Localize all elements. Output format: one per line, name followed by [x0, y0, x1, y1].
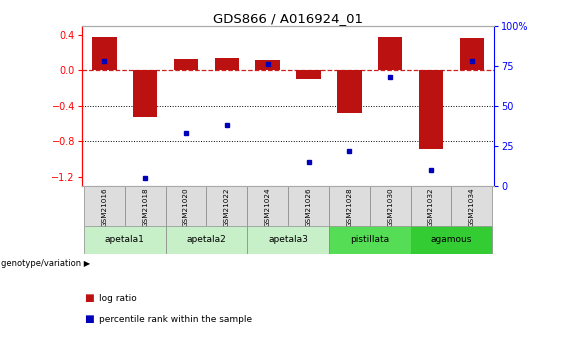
Bar — [133, 70, 158, 117]
Text: apetala1: apetala1 — [105, 235, 145, 244]
Bar — [255, 60, 280, 70]
Text: GSM21030: GSM21030 — [387, 187, 393, 227]
Bar — [84, 226, 166, 254]
Bar — [247, 186, 288, 226]
Text: pistillata: pistillata — [350, 235, 389, 244]
Text: GSM21024: GSM21024 — [265, 187, 271, 227]
Text: apetala2: apetala2 — [186, 235, 227, 244]
Bar — [370, 186, 411, 226]
Bar — [174, 59, 198, 70]
Bar — [460, 38, 484, 70]
Bar — [329, 226, 411, 254]
Bar — [329, 186, 370, 226]
Text: GSM21028: GSM21028 — [346, 187, 353, 227]
Bar — [84, 186, 125, 226]
Bar — [337, 70, 362, 113]
Bar — [296, 70, 321, 79]
Bar — [288, 186, 329, 226]
Bar — [92, 37, 116, 70]
Bar — [247, 226, 329, 254]
Text: GSM21016: GSM21016 — [101, 187, 107, 227]
Text: agamous: agamous — [431, 235, 472, 244]
Bar — [206, 186, 247, 226]
Bar — [451, 186, 492, 226]
Bar — [125, 186, 166, 226]
Text: GSM21020: GSM21020 — [183, 187, 189, 227]
Text: ■: ■ — [84, 314, 93, 324]
Text: GSM21018: GSM21018 — [142, 187, 148, 227]
Text: GSM21022: GSM21022 — [224, 187, 230, 227]
Text: genotype/variation ▶: genotype/variation ▶ — [1, 259, 90, 268]
Bar — [378, 37, 402, 70]
Bar — [411, 186, 451, 226]
Text: GSM21034: GSM21034 — [469, 187, 475, 227]
Text: apetala3: apetala3 — [268, 235, 308, 244]
Bar — [419, 70, 444, 149]
Bar — [215, 58, 239, 70]
Bar — [411, 226, 492, 254]
Text: GSM21026: GSM21026 — [306, 187, 311, 227]
Text: log ratio: log ratio — [99, 294, 137, 303]
Text: GSM21032: GSM21032 — [428, 187, 434, 227]
Text: ■: ■ — [84, 294, 93, 303]
Bar — [166, 226, 247, 254]
Title: GDS866 / A016924_01: GDS866 / A016924_01 — [213, 12, 363, 25]
Text: percentile rank within the sample: percentile rank within the sample — [99, 315, 252, 324]
Bar — [166, 186, 206, 226]
